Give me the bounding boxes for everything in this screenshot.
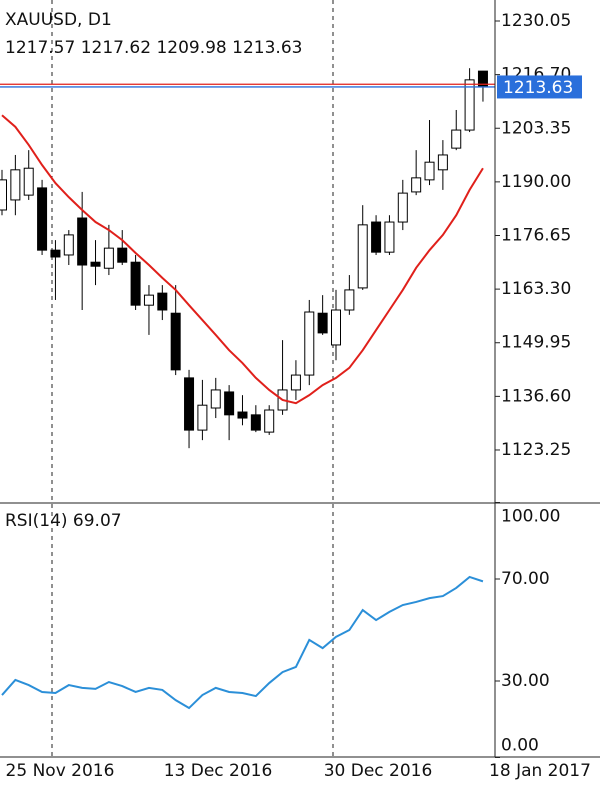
rsi-readout: RSI(14) 69.07 <box>5 511 122 531</box>
price-tag <box>497 75 582 99</box>
high-readout: 1217.62 <box>81 38 151 58</box>
candle-body <box>437 154 448 171</box>
candle-body <box>37 187 48 251</box>
candle-body <box>143 294 154 306</box>
candle-body <box>250 414 261 431</box>
y-tick-label: 1176.65 <box>501 225 571 245</box>
candle-body <box>371 221 382 253</box>
candle-body <box>224 391 235 416</box>
candle-body <box>90 261 101 267</box>
rsi-line <box>1 575 484 710</box>
candle-body <box>451 129 462 149</box>
y-tick-label: 100.00 <box>501 507 560 527</box>
candle-body <box>50 249 61 258</box>
price-tag-label: 1213.63 <box>503 78 573 98</box>
y-tick-label: 1136.60 <box>501 386 571 406</box>
candle-body <box>397 192 408 223</box>
candle-body <box>157 292 168 311</box>
rsi-value: 69.07 <box>73 511 122 531</box>
low-readout: 1209.98 <box>156 38 226 58</box>
x-tick-label: 13 Dec 2016 <box>164 761 273 781</box>
candle-body <box>331 309 341 346</box>
candle-body <box>304 311 315 376</box>
candle-body <box>384 221 395 253</box>
marks <box>0 68 495 710</box>
candle-body <box>10 169 21 201</box>
candle-body <box>63 234 74 256</box>
candle-body <box>117 247 128 263</box>
candle-body <box>23 167 34 196</box>
candle-body <box>464 79 475 131</box>
candle-body <box>197 404 208 431</box>
y-tick-label: 30.00 <box>501 671 550 691</box>
candle-body <box>77 217 88 266</box>
y-tick-label: 1190.00 <box>501 172 571 192</box>
candle-body <box>130 261 141 306</box>
open-readout: 1217.57 <box>5 38 75 58</box>
rsi-name: RSI(14) <box>5 511 68 531</box>
candle-body <box>237 411 248 419</box>
candle-body <box>170 312 181 371</box>
candle-body <box>317 312 328 334</box>
close-readout: 1213.63 <box>232 38 302 58</box>
chart-title: XAUUSD, D1 <box>5 10 112 30</box>
candle-body <box>210 389 221 409</box>
y-tick-label: 1123.25 <box>501 440 571 460</box>
ohlc-readout: 1217.57 1217.62 1209.98 1213.63 <box>5 38 302 58</box>
x-tick-label: 30 Dec 2016 <box>324 761 433 781</box>
candle-body <box>411 177 422 193</box>
candle-body <box>424 161 435 181</box>
x-tick-label: 18 Jan 2017 <box>489 761 591 781</box>
y-tick-label: 1203.35 <box>501 118 571 138</box>
candle-body <box>184 377 195 431</box>
x-tick-label: 25 Nov 2016 <box>6 761 115 781</box>
candle-body <box>344 289 355 311</box>
y-tick-label: 1149.95 <box>501 333 571 353</box>
candle-body <box>0 179 7 211</box>
candle-body <box>357 224 368 289</box>
y-tick-label: 70.00 <box>501 569 550 589</box>
y-tick-label: 0.00 <box>501 736 539 756</box>
candle-body <box>290 374 301 391</box>
moving-average <box>1 114 484 405</box>
candle-body <box>103 247 114 269</box>
candle-body <box>264 409 275 433</box>
y-tick-label: 1230.05 <box>501 11 571 31</box>
y-tick-label: 1163.30 <box>501 279 571 299</box>
